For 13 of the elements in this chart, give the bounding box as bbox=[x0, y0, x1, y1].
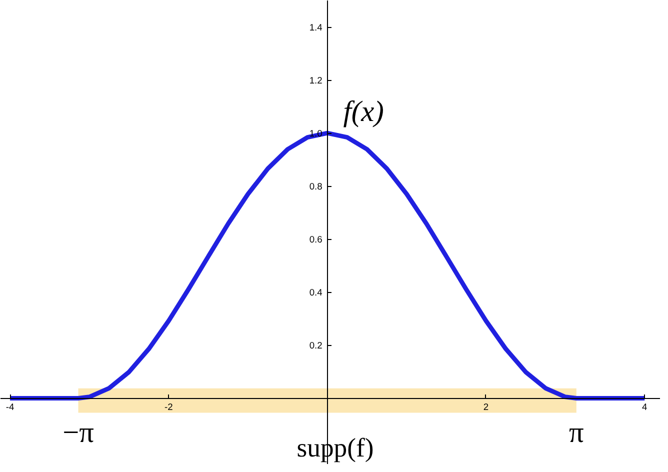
annotation: π bbox=[569, 416, 584, 449]
annotation: −π bbox=[62, 416, 94, 449]
y-tick-label: 0.6 bbox=[309, 234, 322, 245]
y-tick-label: 1.2 bbox=[309, 76, 322, 86]
x-tick-label: -2 bbox=[164, 402, 173, 412]
y-tick-label: 0.2 bbox=[309, 340, 322, 351]
x-tick-label: -4 bbox=[6, 402, 14, 412]
x-tick-label: 4 bbox=[642, 402, 648, 412]
annotation: f(x) bbox=[343, 96, 384, 128]
x-tick-label: 2 bbox=[483, 402, 489, 412]
y-tick-label: 1.4 bbox=[309, 22, 322, 33]
y-tick-label: 0.8 bbox=[309, 182, 322, 192]
y-tick-label: 0.4 bbox=[309, 288, 322, 298]
